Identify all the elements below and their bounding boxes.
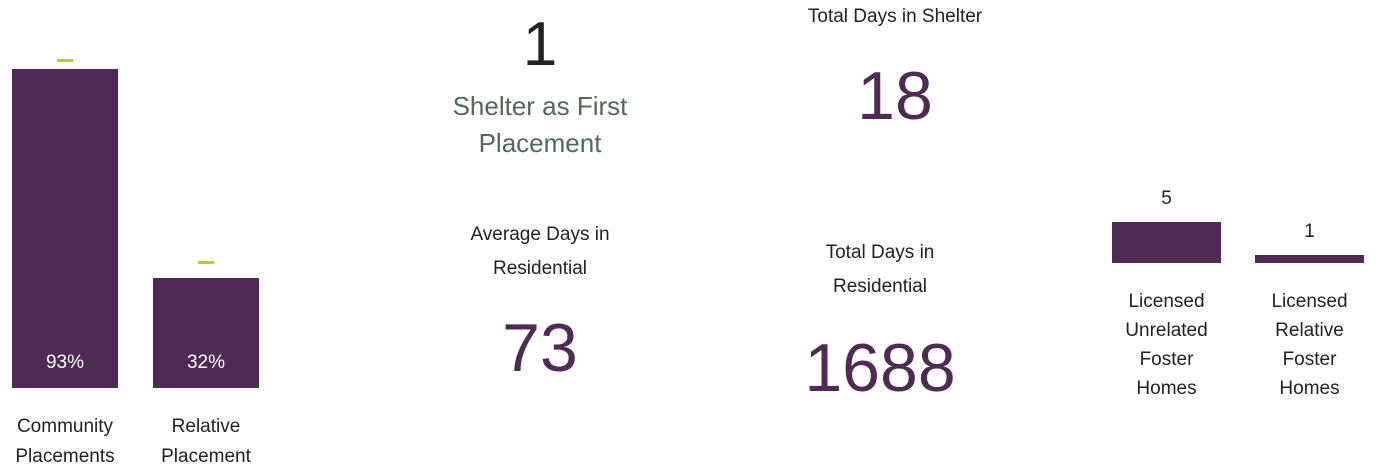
bar [1112,222,1221,263]
category-label: Community Placements [15,416,115,465]
target-marker [198,261,214,265]
kpi-value: 1688 [804,330,956,406]
data-label: 32% [186,352,226,373]
category-label: Licensed Relative Foster Homes [1271,291,1348,399]
kpi-value: 18 [857,58,933,134]
data-label: 5 [1161,188,1172,209]
target-marker [57,58,73,62]
bar [153,278,259,388]
kpi-label: Shelter as First Placement [452,91,628,158]
kpi-value: 73 [502,310,578,386]
category-label: Relative Placement [161,416,251,465]
bar [1255,254,1364,263]
data-label: 1 [1304,220,1315,242]
kpi-label: Total Days in Shelter [807,6,983,27]
kpi-value: 1 [522,10,558,79]
data-label: 93% [45,352,85,373]
kpi-label: Total Days in Residential [825,242,935,297]
kpi-label: Average Days in Residential [470,224,610,279]
bar [12,69,118,388]
category-label: Licensed Unrelated Foster Homes [1125,291,1208,399]
